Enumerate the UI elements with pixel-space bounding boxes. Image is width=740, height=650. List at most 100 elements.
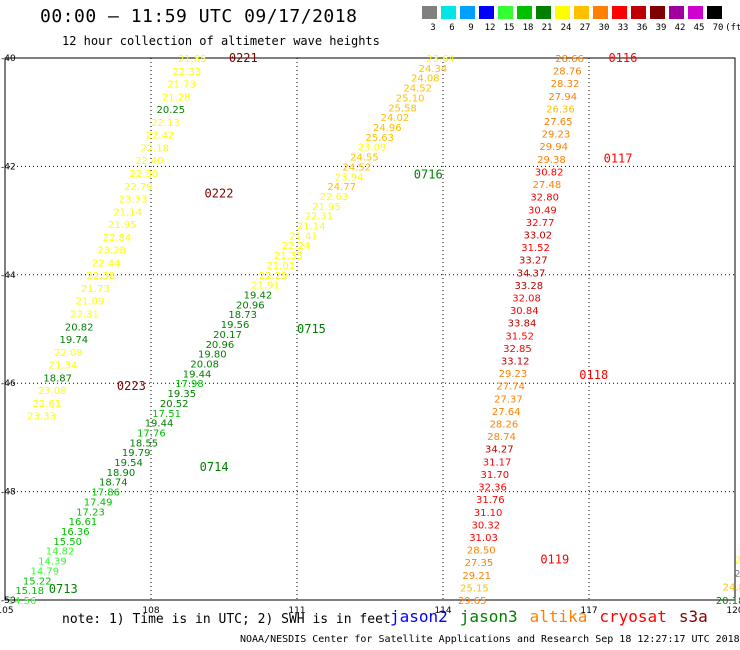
data-point-label: 22.13 [151,118,180,129]
data-point-label: 23.33 [119,195,148,206]
data-point-label: 19.42 [244,291,273,302]
data-point-label: 21.41 [289,231,318,242]
plot-frame [4,57,736,601]
data-point-label: 24.08 [411,74,440,85]
data-point-label: 25.63 [365,133,394,144]
data-point-label: 21.95 [312,202,341,213]
data-point-label: 20.08 [190,359,219,370]
legend-altika: altika [529,607,588,626]
data-point-label: 16.61 [69,517,98,528]
data-point-label: 14.82 [46,547,75,558]
data-point-label: 24.52 [343,162,372,173]
color-swatch-30 [593,6,608,19]
data-point-label: 27.74 [496,382,525,393]
data-point-label: 20.52 [160,399,189,410]
data-point-label: 29.94 [539,142,568,153]
data-point-label: 22.30 [130,169,159,180]
data-point-label: 20.96 [236,300,265,311]
color-swatch-45 [688,6,703,19]
color-label-45: 45 [693,23,705,33]
data-point-label: 19.74 [60,335,89,346]
data-point-label: 21.73 [167,80,196,91]
data-point-label: 29.23 [499,369,528,380]
y-tick-label: -44 [1,271,16,281]
data-point-label: 22.24 [282,241,311,252]
y-tick-label: -42 [1,162,16,172]
satellite-legend: jason2 jason3 altika cryosat s3a [390,607,720,626]
x-tick-label: 108 [142,606,159,616]
data-point-label: 22.40 [135,156,164,167]
data-point-label: 23.33 [27,412,56,423]
data-point-label: 28.50 [467,546,496,557]
data-point-label: 23.94 [335,172,364,183]
data-point-label: 31.76 [476,495,505,506]
data-point-label: 22.42 [146,131,175,142]
color-label-6: 6 [449,23,455,33]
data-point-label: 22.08 [54,348,83,359]
color-label-30: 30 [598,23,610,33]
data-point-label: 19.44 [183,369,212,380]
time-label: 0116 [608,51,637,65]
footer-credit: NOAA/NESDIS Center for Satellite Applica… [240,634,740,645]
data-point-label: 23.09 [358,143,387,154]
time-label: 0716 [414,168,443,182]
data-point-label: 32.08 [512,293,541,304]
data-point-label: 21.95 [108,220,137,231]
data-point-label: 21.01 [266,261,295,272]
time-label: 0118 [579,368,608,382]
data-point-label: 31.52 [521,243,550,254]
data-point-label: 20.17 [213,330,242,341]
data-point-label: 28.66 [555,54,584,65]
color-swatch-24 [555,6,570,19]
data-point-label: 19.56 [221,320,250,331]
data-point-label: 14.39 [38,557,67,568]
color-swatch-27 [574,6,589,19]
data-point-label: 22.63 [320,192,349,203]
y-tick-label: -50 [1,596,16,606]
data-point-label: 34.37 [517,268,546,279]
data-point-label: 25.15 [460,583,489,594]
data-point-label: 21.73 [81,284,110,295]
data-point-label: 31.03 [469,533,498,544]
data-point-label: 27.65 [544,117,573,128]
data-point-label: 20.82 [65,322,94,333]
data-point-label: 21.33 [274,251,303,262]
time-label: 0714 [200,460,229,474]
data-point-label: 14.56 [8,596,37,607]
data-point-label: 17.98 [175,379,204,390]
data-point-label: 32.80 [530,193,559,204]
color-swatch-6 [441,6,456,19]
legend-jason3: jason3 [459,607,518,626]
data-point-label: 21.14 [297,222,326,233]
data-point-label: 21.85 [178,54,207,65]
data-point-label: 32.36 [478,483,507,494]
color-label-15: 15 [503,23,515,33]
data-point-label: 29.21 [462,571,491,582]
data-point-label: 24.55 [350,153,379,164]
chart-title: 00:00 – 11:59 UTC 09/17/2018 [40,6,358,27]
data-point-label: 15.22 [23,576,52,587]
data-point-label: 24.34 [419,64,448,75]
data-point-label: 33.27 [519,256,548,267]
data-point-label: 20.18 [716,596,740,607]
x-tick-label: 114 [434,606,451,616]
data-point-label: 31.52 [505,331,534,342]
data-point-label: 19.44 [145,419,174,430]
time-label: 0117 [604,151,633,165]
data-point-label: 21.14 [113,207,142,218]
color-label-3: 3 [430,23,436,33]
footer-note: note: 1) Time is in UTC; 2) SWH is in fe… [62,612,391,627]
data-point-label: 19.80 [198,350,227,361]
time-label: 0119 [540,552,569,566]
data-point-label: 27.35 [465,558,494,569]
data-point-label: 18.73 [228,310,257,321]
data-point-label: 19.35 [168,389,197,400]
color-swatch-36 [631,6,646,19]
color-swatch-15 [498,6,513,19]
data-point-label: 21.34 [49,361,78,372]
data-point-label: 22.29 [259,271,288,282]
data-point-label: 27.64 [492,407,521,418]
color-label-24: 24 [560,23,572,33]
data-point-label: 30.84 [510,306,539,317]
